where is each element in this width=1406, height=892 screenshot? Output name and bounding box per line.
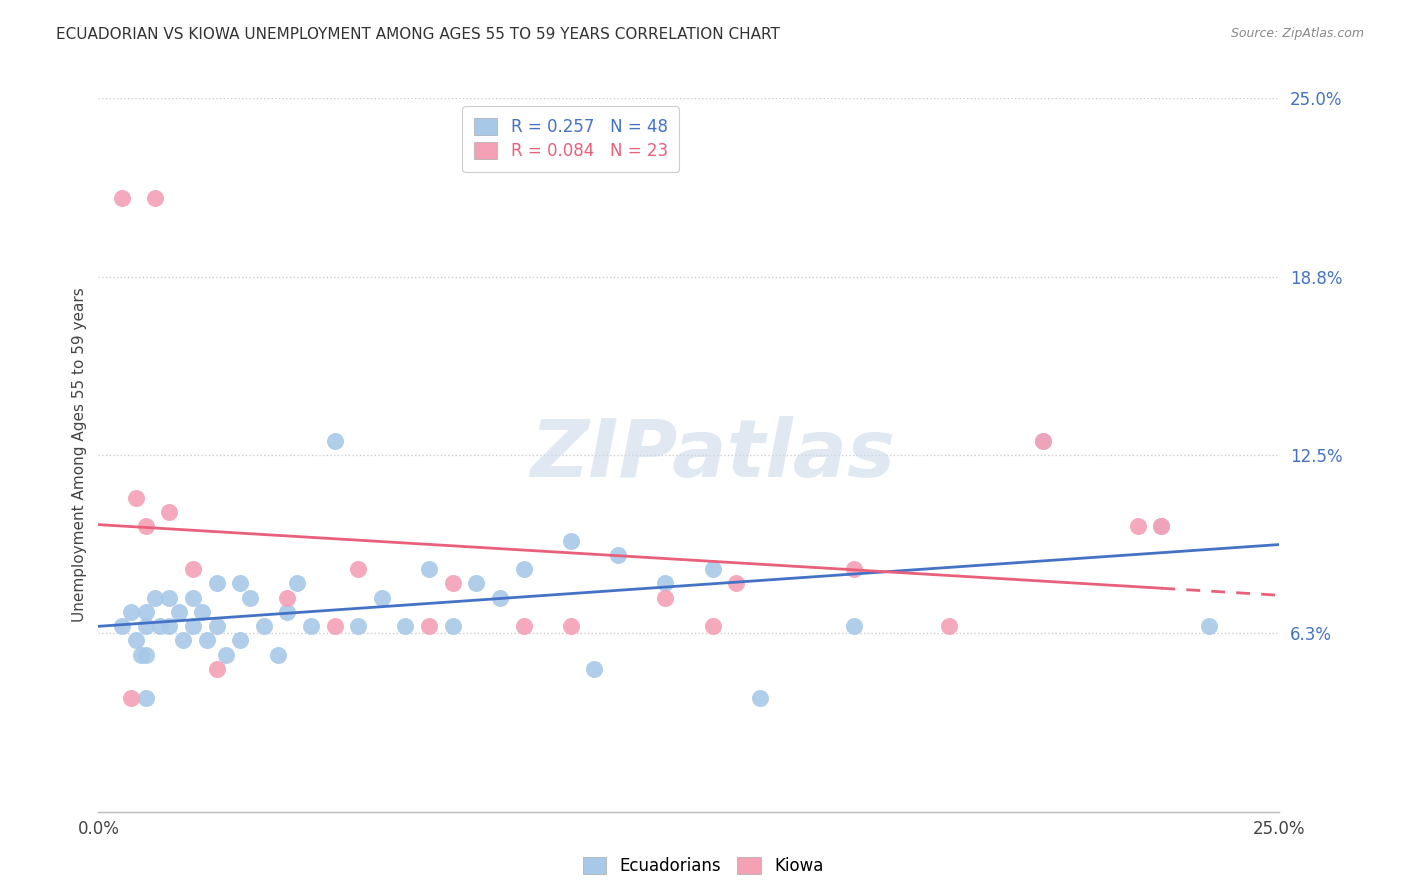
Text: ZIPatlas: ZIPatlas (530, 416, 896, 494)
Point (512, 619, 534, 633)
Point (347, 562, 370, 576)
Point (1032, 434, 1054, 448)
Point (654, 591, 676, 605)
Point (125, 491, 148, 505)
Point (229, 633, 252, 648)
Point (143, 591, 166, 605)
Point (512, 562, 534, 576)
Point (149, 619, 172, 633)
Point (125, 633, 148, 648)
Point (135, 690, 157, 705)
Point (157, 505, 180, 519)
Point (1032, 434, 1054, 448)
Point (323, 434, 346, 448)
Point (489, 591, 512, 605)
Point (121, 690, 143, 705)
Point (748, 690, 770, 705)
Point (195, 633, 218, 648)
Point (167, 605, 190, 619)
Point (205, 619, 228, 633)
Point (1150, 519, 1173, 533)
Point (725, 576, 748, 591)
Point (205, 662, 228, 676)
Point (135, 519, 157, 533)
Point (181, 562, 204, 576)
Point (285, 576, 308, 591)
Point (239, 591, 262, 605)
Point (157, 619, 180, 633)
Point (215, 648, 238, 662)
Point (583, 662, 606, 676)
Point (938, 619, 960, 633)
Point (253, 619, 276, 633)
Point (1150, 519, 1173, 533)
Point (323, 619, 346, 633)
Point (465, 576, 488, 591)
Point (111, 191, 134, 205)
Point (441, 576, 464, 591)
Point (191, 605, 214, 619)
Point (135, 605, 157, 619)
Legend: Ecuadorians, Kiowa: Ecuadorians, Kiowa (574, 849, 832, 884)
Point (121, 605, 143, 619)
Point (181, 591, 204, 605)
Point (299, 619, 322, 633)
Point (441, 619, 464, 633)
Point (267, 648, 290, 662)
Point (135, 648, 157, 662)
Point (135, 619, 157, 633)
Point (229, 576, 252, 591)
Point (181, 619, 204, 633)
Text: ECUADORIAN VS KIOWA UNEMPLOYMENT AMONG AGES 55 TO 59 YEARS CORRELATION CHART: ECUADORIAN VS KIOWA UNEMPLOYMENT AMONG A… (56, 27, 780, 42)
Point (347, 619, 370, 633)
Point (276, 605, 298, 619)
Point (702, 562, 724, 576)
Point (157, 591, 180, 605)
Text: Source: ZipAtlas.com: Source: ZipAtlas.com (1230, 27, 1364, 40)
Point (205, 576, 228, 591)
Point (418, 619, 440, 633)
Point (1126, 519, 1149, 533)
Point (111, 619, 134, 633)
Point (418, 562, 440, 576)
Y-axis label: Unemployment Among Ages 55 to 59 years: Unemployment Among Ages 55 to 59 years (72, 287, 87, 623)
Point (654, 576, 676, 591)
Point (129, 648, 152, 662)
Point (560, 533, 582, 548)
Point (1198, 619, 1220, 633)
Point (276, 591, 298, 605)
Point (371, 591, 394, 605)
Legend: R = 0.257   N = 48, R = 0.084   N = 23: R = 0.257 N = 48, R = 0.084 N = 23 (463, 106, 679, 172)
Point (143, 191, 166, 205)
Point (560, 619, 582, 633)
Point (702, 619, 724, 633)
Point (844, 562, 866, 576)
Point (394, 619, 416, 633)
Point (607, 548, 630, 562)
Point (172, 633, 194, 648)
Point (844, 619, 866, 633)
